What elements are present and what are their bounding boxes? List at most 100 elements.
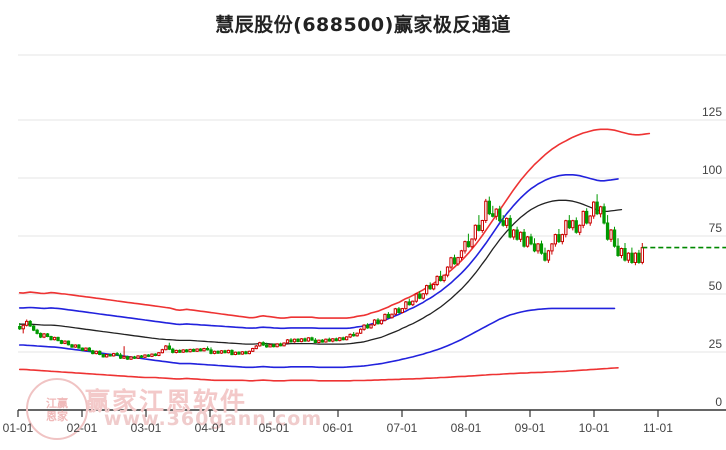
candle-body — [452, 257, 457, 265]
y-axis-tick-label: 75 — [708, 221, 722, 235]
candle-body — [233, 351, 237, 356]
candle-body — [484, 200, 488, 221]
candle-body — [70, 344, 74, 348]
candle-body — [355, 332, 359, 337]
candle-body — [456, 257, 460, 265]
candle-body — [616, 245, 620, 256]
y-axis-tick-label: 100 — [701, 163, 722, 177]
candle-body — [261, 342, 265, 346]
candle-body — [612, 229, 617, 247]
candle-body — [546, 250, 551, 261]
candle-body — [341, 337, 345, 341]
candle-body — [532, 243, 537, 252]
candle-body — [324, 338, 328, 343]
candle-body — [265, 344, 269, 348]
candle-body — [397, 308, 401, 313]
candle-body — [310, 337, 314, 341]
x-axis-tick-label: 02-01 — [66, 421, 98, 435]
candle-body — [352, 333, 356, 337]
candle-body — [536, 243, 540, 252]
x-axis-tick-label: 05-01 — [258, 421, 290, 435]
candle-body — [543, 252, 547, 261]
candle-body — [174, 349, 178, 353]
candle-body — [35, 329, 39, 334]
candle-body — [56, 336, 60, 342]
candle-body — [400, 308, 405, 314]
candle-body — [171, 348, 175, 353]
candle-body — [146, 354, 151, 357]
candle-body — [21, 324, 25, 330]
candle-body — [466, 241, 471, 248]
candle-body — [77, 344, 81, 349]
candle-body — [633, 252, 638, 263]
candle-body — [66, 340, 71, 346]
x-axis-tick-label: 03-01 — [130, 421, 162, 435]
candle-body — [167, 345, 171, 350]
candle-body — [125, 356, 130, 360]
candle-body — [519, 231, 523, 240]
candle-body — [393, 308, 398, 315]
candle-body — [199, 348, 203, 352]
candle-body — [477, 224, 481, 231]
candle-body — [143, 354, 147, 358]
candle-body — [379, 319, 384, 325]
candle-body — [331, 338, 335, 342]
candle-body — [425, 285, 429, 295]
candle-body — [63, 340, 67, 344]
candle-body — [539, 243, 544, 254]
candle-body — [459, 250, 464, 259]
candle-body — [164, 345, 168, 351]
candle-body — [585, 210, 589, 224]
candle-body — [623, 248, 627, 261]
x-axis-tick-label: 01-01 — [2, 421, 34, 435]
candle-body — [574, 220, 578, 233]
candle-body — [195, 348, 199, 352]
x-axis-tick-label: 07-01 — [386, 421, 418, 435]
candle-body — [348, 333, 352, 338]
candle-body — [581, 210, 585, 226]
candle-body — [299, 338, 304, 343]
candle-body — [212, 350, 217, 354]
candle-body — [428, 285, 432, 290]
x-axis-tick-label: 09-01 — [514, 421, 546, 435]
candle-body — [390, 313, 394, 319]
candle-body — [630, 252, 634, 263]
candle-body — [522, 231, 526, 247]
watermark-seal-line1: 江赢 — [46, 397, 68, 410]
candle-body — [42, 333, 46, 338]
candle-body — [105, 354, 109, 358]
candle-body — [376, 319, 380, 325]
candle-body — [435, 275, 439, 285]
candle-body — [449, 257, 453, 268]
candle-body — [251, 348, 255, 352]
y-axis-tick-label: 125 — [701, 105, 722, 119]
candle-body — [84, 347, 88, 351]
watermark-seal-line2: 恩家 — [46, 410, 68, 423]
candle-body — [282, 342, 286, 347]
candle-body — [108, 354, 112, 357]
candle-body — [73, 344, 77, 348]
candle-body — [553, 234, 558, 245]
candle-body — [153, 353, 157, 357]
candle-body — [365, 324, 370, 329]
candle-body — [557, 234, 561, 243]
candle-body — [275, 343, 279, 348]
candle-body — [157, 352, 161, 357]
candle-body — [491, 213, 495, 217]
candle-body — [258, 342, 262, 347]
candle-body — [98, 350, 102, 355]
y-axis-tick-label: 50 — [708, 279, 722, 293]
candle-body — [383, 313, 387, 321]
candle-body — [313, 339, 318, 344]
candle-body — [463, 241, 467, 252]
candle-body — [560, 234, 565, 243]
channel-bands — [18, 128, 651, 382]
candle-body — [122, 356, 126, 359]
candle-body — [327, 338, 332, 342]
candle-body — [119, 354, 123, 359]
candle-body — [150, 353, 154, 357]
candle-body — [508, 217, 512, 238]
candle-body — [296, 338, 300, 343]
candle-body — [362, 324, 366, 330]
